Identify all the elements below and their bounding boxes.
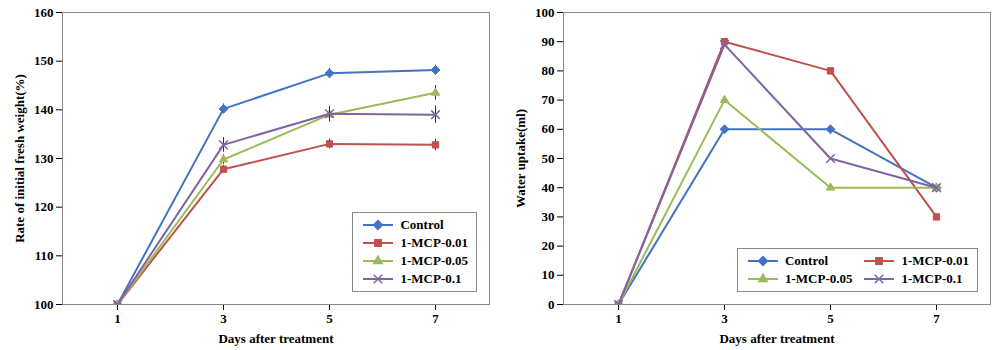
html-text:1-MCP-0.01: 1-MCP-0.01	[901, 253, 969, 268]
svg-text:Rate of initial fresh weight(%: Rate of initial fresh weight(%)	[12, 74, 27, 243]
svg-text:80: 80	[542, 63, 555, 78]
svg-text:40: 40	[542, 180, 555, 195]
svg-text:0: 0	[548, 297, 555, 312]
svg-text:70: 70	[542, 92, 555, 107]
svg-text:20: 20	[542, 238, 555, 253]
svg-text:140: 140	[34, 102, 54, 117]
svg-text:Days after treatment: Days after treatment	[719, 331, 835, 346]
svg-text:Water uptake(ml): Water uptake(ml)	[513, 109, 528, 208]
svg-text:10: 10	[542, 267, 555, 282]
svg-text:1: 1	[114, 311, 121, 326]
svg-text:90: 90	[542, 34, 555, 49]
svg-text:1: 1	[615, 311, 622, 326]
svg-text:Days after treatment: Days after treatment	[218, 331, 334, 346]
svg-text:120: 120	[34, 199, 54, 214]
svg-text:100: 100	[535, 5, 555, 20]
html-text:1-MCP-0.05: 1-MCP-0.05	[400, 253, 468, 268]
svg-text:150: 150	[34, 53, 54, 68]
svg-text:50: 50	[542, 151, 555, 166]
html-text:1-MCP-0.1: 1-MCP-0.1	[400, 271, 462, 286]
svg-text:110: 110	[35, 248, 54, 263]
svg-text:160: 160	[34, 5, 54, 20]
html-text:1-MCP-0.01: 1-MCP-0.01	[400, 235, 468, 250]
html-text:Control: Control	[785, 253, 829, 268]
svg-text:100: 100	[34, 297, 54, 312]
svg-text:130: 130	[34, 151, 54, 166]
svg-text:3: 3	[220, 311, 227, 326]
html-text:1-MCP-0.1: 1-MCP-0.1	[901, 271, 963, 286]
svg-text:3: 3	[721, 311, 728, 326]
svg-text:7: 7	[933, 311, 940, 326]
svg-text:30: 30	[542, 209, 555, 224]
html-text:Control: Control	[400, 217, 444, 232]
svg-text:5: 5	[326, 311, 333, 326]
svg-text:7: 7	[432, 311, 439, 326]
svg-text:5: 5	[827, 311, 834, 326]
svg-text:60: 60	[542, 121, 555, 136]
html-text:1-MCP-0.05: 1-MCP-0.05	[785, 271, 853, 286]
